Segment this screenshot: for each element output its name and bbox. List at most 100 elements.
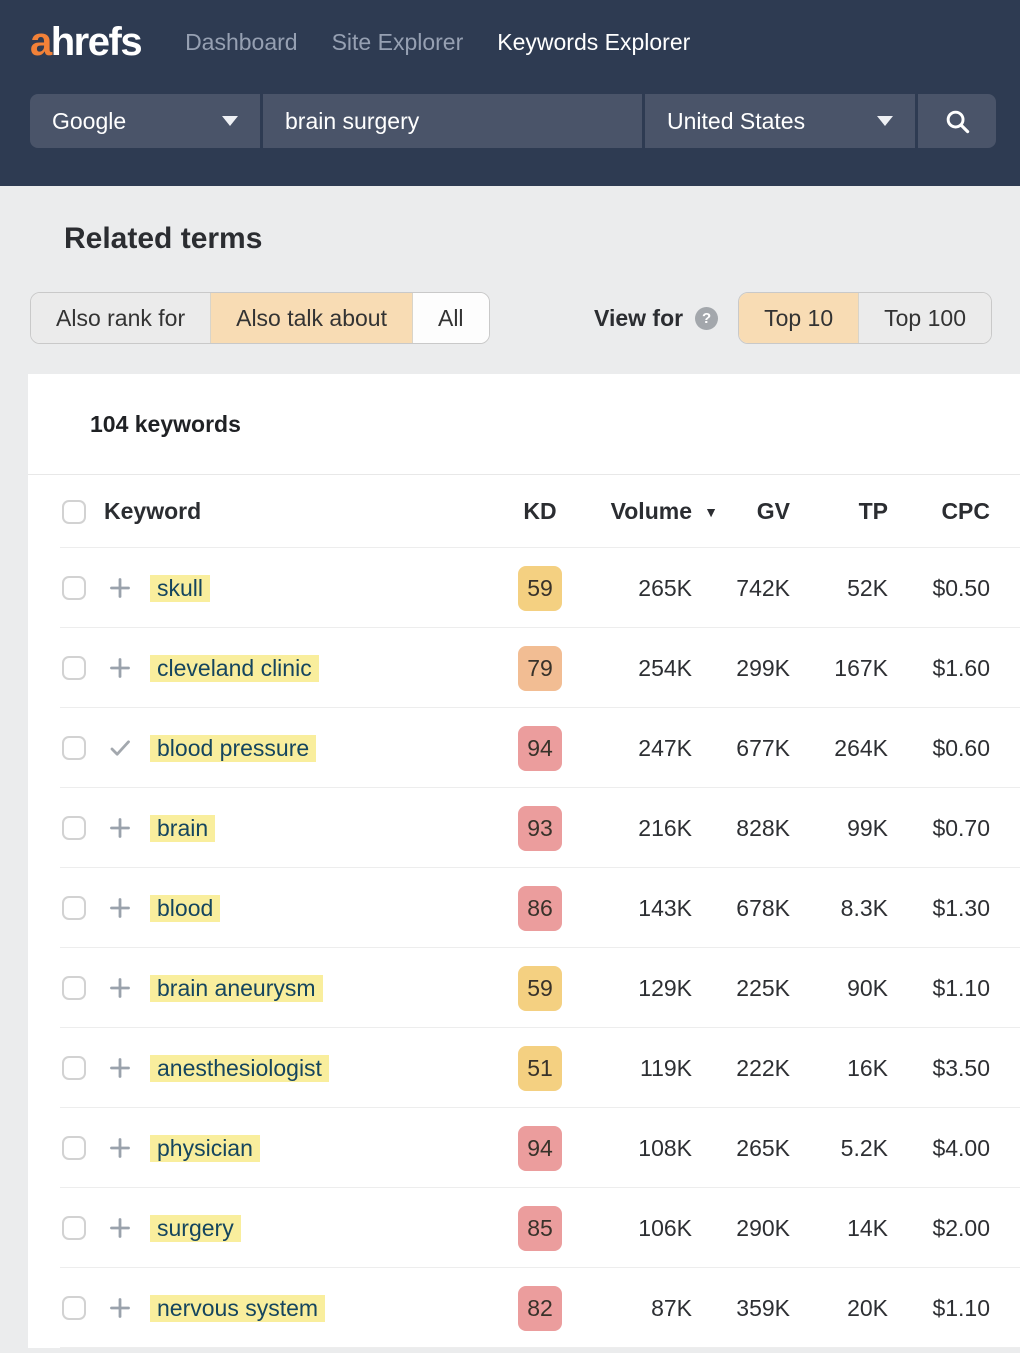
gv-value: 299K (736, 654, 790, 681)
column-header-tp[interactable]: TP (858, 498, 888, 524)
keyword-cell: nervous system (150, 1294, 504, 1322)
cpc-value: $1.60 (932, 654, 990, 681)
row-checkbox[interactable] (62, 896, 86, 920)
row-checkbox[interactable] (62, 1136, 86, 1160)
kd-badge: 82 (518, 1285, 562, 1331)
kd-badge: 93 (518, 805, 562, 851)
filter-also-talk-about[interactable]: Also talk about (210, 293, 412, 343)
plus-icon (110, 978, 130, 998)
filter-top-10[interactable]: Top 10 (739, 293, 859, 343)
ahrefs-logo[interactable]: ahrefs (30, 19, 143, 65)
country-value: United States (667, 107, 806, 134)
row-checkbox[interactable] (62, 1296, 86, 1320)
kd-badge: 51 (518, 1045, 562, 1091)
chevron-down-icon (877, 116, 893, 126)
table-card-header: 104 keywords (28, 374, 1020, 474)
kd-cell: 94 (518, 1125, 562, 1171)
top-nav-bar: ahrefs Dashboard Site Explorer Keywords … (0, 0, 1020, 84)
add-keyword-button[interactable] (108, 735, 132, 761)
row-checkbox[interactable] (62, 976, 86, 1000)
row-checkbox[interactable] (62, 816, 86, 840)
gv-value: 742K (736, 574, 790, 601)
logo-rest: hrefs (50, 19, 143, 64)
select-all-checkbox[interactable] (62, 499, 86, 524)
add-keyword-button[interactable] (108, 656, 132, 680)
keyword-link[interactable]: nervous system (150, 1294, 326, 1322)
row-checkbox[interactable] (62, 736, 86, 760)
row-checkbox[interactable] (62, 1056, 86, 1080)
kd-cell: 93 (518, 805, 562, 851)
keyword-link[interactable]: cleveland clinic (150, 654, 319, 682)
row-checkbox[interactable] (62, 576, 86, 600)
table-row: blood pressure 94 247K 677K 264K $0.60 (28, 708, 1020, 788)
cpc-value: $2.00 (932, 1214, 990, 1241)
plus-icon (110, 1218, 130, 1238)
query-field-wrap (263, 94, 642, 148)
tp-value: 90K (847, 974, 888, 1001)
search-engine-select[interactable]: Google (30, 94, 260, 148)
view-filter-group: Top 10 Top 100 (738, 292, 992, 344)
keyword-link[interactable]: blood (150, 894, 221, 922)
column-header-volume[interactable]: Volume ▼ (562, 498, 718, 525)
help-icon[interactable]: ? (695, 306, 719, 330)
filter-all[interactable]: All (411, 293, 489, 343)
keywords-table-card: 104 keywords Keyword KD Volume ▼ GV TP CP… (28, 374, 1020, 1348)
country-select[interactable]: United States (645, 94, 915, 148)
row-checkbox[interactable] (62, 656, 86, 680)
keyword-link[interactable]: brain aneurysm (150, 974, 323, 1002)
table-row: brain 93 216K 828K 99K $0.70 (28, 788, 1020, 868)
volume-value: 106K (638, 1214, 692, 1241)
tp-value: 52K (847, 574, 888, 601)
kd-cell: 59 (518, 965, 562, 1011)
filter-top-100[interactable]: Top 100 (858, 293, 991, 343)
table-header-row: Keyword KD Volume ▼ GV TP CPC (28, 474, 1020, 548)
keyword-link[interactable]: skull (150, 574, 211, 602)
row-checkbox[interactable] (62, 1216, 86, 1240)
plus-icon (110, 658, 130, 678)
filter-also-rank-for[interactable]: Also rank for (31, 293, 211, 343)
nav-site-explorer[interactable]: Site Explorer (331, 28, 464, 55)
tp-value: 14K (847, 1214, 888, 1241)
add-keyword-button[interactable] (108, 976, 132, 1000)
chevron-down-icon (222, 116, 238, 126)
add-keyword-button[interactable] (108, 896, 132, 920)
gv-value: 677K (736, 734, 790, 761)
kd-cell: 79 (518, 645, 562, 691)
add-keyword-button[interactable] (108, 1216, 132, 1240)
add-keyword-button[interactable] (108, 816, 132, 840)
column-header-cpc[interactable]: CPC (941, 498, 990, 524)
add-keyword-button[interactable] (108, 1136, 132, 1160)
nav-dashboard[interactable]: Dashboard (185, 28, 298, 55)
cpc-value: $1.30 (932, 894, 990, 921)
search-icon (946, 110, 969, 133)
add-keyword-button[interactable] (108, 1296, 132, 1320)
kd-badge: 94 (518, 1125, 562, 1171)
keyword-query-input[interactable] (285, 107, 620, 135)
add-keyword-button[interactable] (108, 576, 132, 600)
kd-badge: 86 (518, 885, 562, 931)
column-header-gv[interactable]: GV (756, 498, 790, 524)
tp-value: 8.3K (840, 894, 888, 921)
search-engine-value: Google (52, 107, 127, 134)
tp-value: 20K (847, 1294, 888, 1321)
add-keyword-button[interactable] (108, 1056, 132, 1080)
search-button[interactable] (918, 94, 996, 148)
table-row: cleveland clinic 79 254K 299K 167K $1.60 (28, 628, 1020, 708)
keyword-link[interactable]: surgery (150, 1214, 241, 1242)
plus-icon (110, 578, 130, 598)
section-title-row: Related terms (30, 222, 990, 256)
column-header-kd[interactable]: KD (523, 498, 557, 524)
keyword-link[interactable]: physician (150, 1134, 260, 1162)
keyword-link[interactable]: brain (150, 814, 216, 842)
volume-value: 265K (638, 574, 692, 601)
cpc-value: $3.50 (932, 1054, 990, 1081)
keyword-cell: cleveland clinic (150, 654, 504, 682)
volume-value: 129K (638, 974, 692, 1001)
table-row: surgery 85 106K 290K 14K $2.00 (28, 1188, 1020, 1268)
keyword-link[interactable]: blood pressure (150, 734, 317, 762)
keyword-cell: physician (150, 1134, 504, 1162)
scope-filter-group: Also rank for Also talk about All (30, 292, 490, 344)
keyword-link[interactable]: anesthesiologist (150, 1054, 329, 1082)
tp-value: 99K (847, 814, 888, 841)
nav-keywords-explorer[interactable]: Keywords Explorer (497, 28, 691, 55)
